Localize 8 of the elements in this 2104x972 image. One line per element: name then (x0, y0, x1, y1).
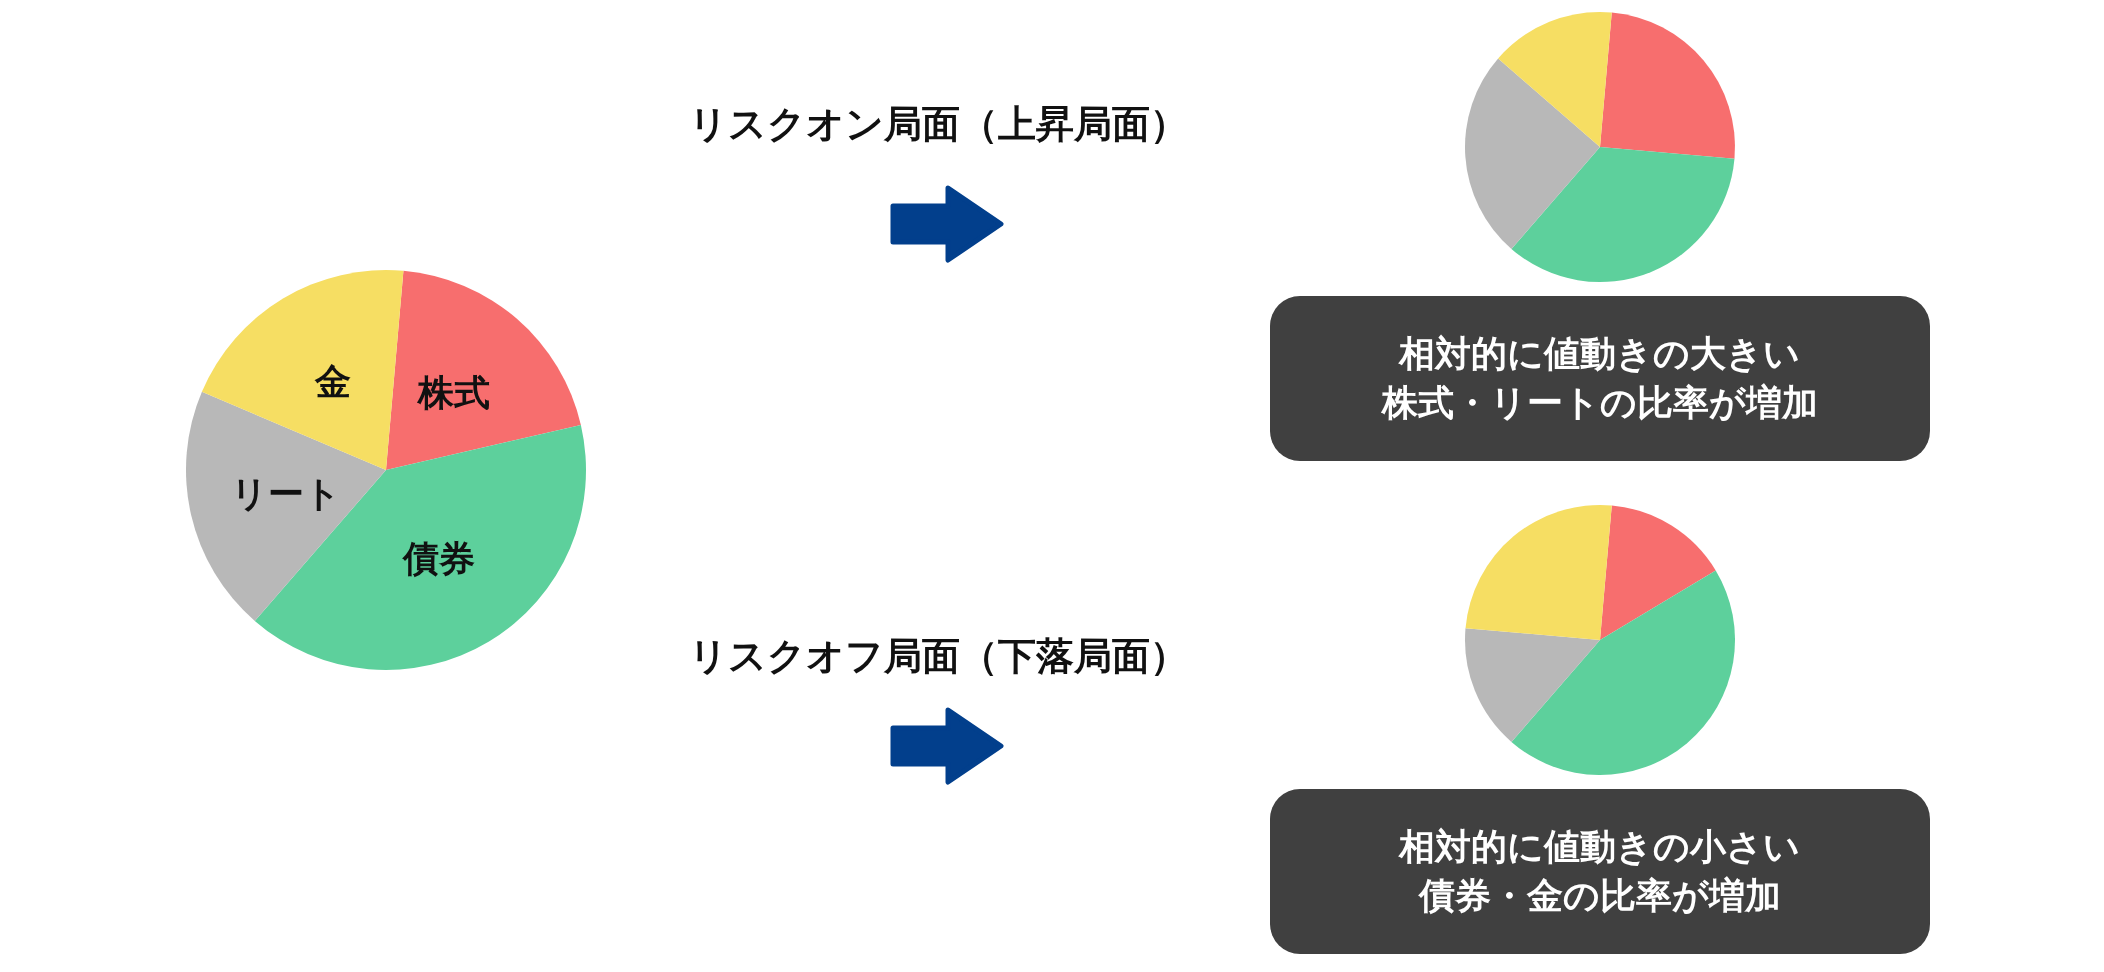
text: 相対的に値動きの大きい株式・リートの比率が増加 (1381, 332, 1819, 425)
slice-label: 株式 (415, 371, 490, 413)
text: リスクオン局面（上昇局面） (689, 102, 1188, 146)
slice-label: リート (230, 472, 341, 514)
slice-label: 債券 (401, 537, 476, 579)
text: リスクオフ局面（下落局面） (689, 634, 1188, 678)
text: 相対的に値動きの小さい債券・金の比率が増加 (1397, 825, 1802, 918)
slice-label: 金 (313, 361, 351, 403)
